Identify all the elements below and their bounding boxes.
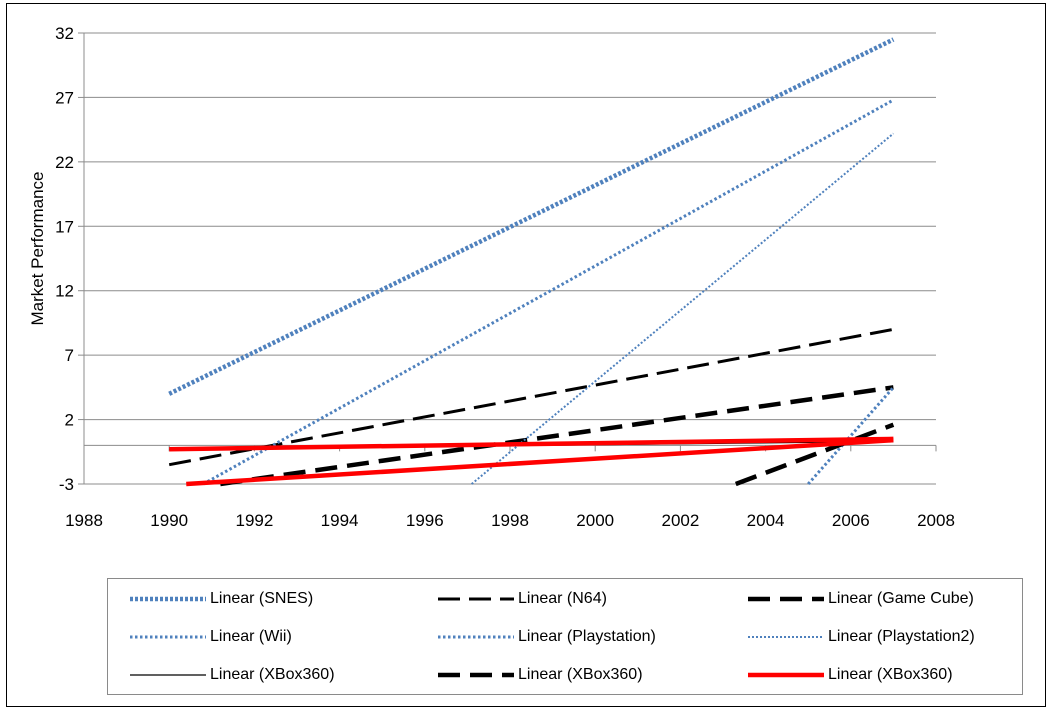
series-line-5 bbox=[471, 132, 895, 485]
legend-label: Linear (XBox360) bbox=[828, 666, 953, 683]
legend-swatch bbox=[438, 672, 514, 678]
series-line-3 bbox=[807, 386, 895, 485]
x-tick-label: 2006 bbox=[832, 511, 870, 530]
x-tick-label: 2002 bbox=[661, 511, 699, 530]
x-tick-label: 1998 bbox=[491, 511, 529, 530]
x-tick-label: 1992 bbox=[235, 511, 273, 530]
series-line-0 bbox=[168, 37, 895, 396]
legend-swatch bbox=[748, 636, 824, 638]
x-tick-label: 2000 bbox=[576, 511, 614, 530]
legend: Linear (SNES) Linear (N64) Linear (Game Cu… bbox=[107, 578, 1023, 695]
y-tick-label: 7 bbox=[65, 346, 74, 365]
series-line-2 bbox=[220, 385, 894, 487]
legend-swatch bbox=[130, 596, 206, 602]
y-axis-title: Market Performance bbox=[28, 172, 47, 326]
legend-swatch bbox=[130, 674, 206, 676]
legend-label: Linear (XBox360) bbox=[518, 666, 643, 683]
x-tick-label: 2008 bbox=[917, 511, 955, 530]
legend-label: Linear (Wii) bbox=[210, 628, 292, 645]
legend-swatch bbox=[438, 597, 514, 601]
y-tick-label: 32 bbox=[55, 24, 74, 43]
legend-item: Linear (Wii) bbox=[130, 624, 292, 650]
series-line-8 bbox=[169, 436, 894, 452]
y-tick-label: 22 bbox=[55, 153, 74, 172]
chart-frame: -3 2 7 12 17 22 27 32 1988 1990 1992 1994 1996 1998 20… bbox=[6, 3, 1046, 707]
y-tick-label: -3 bbox=[59, 475, 74, 494]
legend-label: Linear (XBox360) bbox=[210, 666, 335, 683]
legend-swatch bbox=[748, 596, 824, 602]
legend-label: Linear (Game Cube) bbox=[828, 590, 974, 607]
legend-label: Linear (Playstation) bbox=[518, 628, 656, 645]
y-tick-label: 27 bbox=[55, 88, 74, 107]
legend-item: Linear (Playstation) bbox=[438, 624, 656, 650]
series-lines bbox=[168, 37, 895, 487]
x-tick-label: 1988 bbox=[65, 511, 103, 530]
legend-label: Linear (N64) bbox=[518, 590, 607, 607]
legend-swatch bbox=[130, 635, 206, 639]
legend-swatch bbox=[748, 672, 824, 678]
legend-label: Linear (SNES) bbox=[210, 590, 314, 607]
legend-label: Linear (Playstation2) bbox=[828, 628, 975, 645]
legend-item: Linear (SNES) bbox=[130, 586, 313, 612]
legend-item: Linear (XBox360) bbox=[438, 662, 643, 688]
x-tick-label: 1996 bbox=[406, 511, 444, 530]
gridlines bbox=[84, 32, 936, 485]
x-tick-label: 2004 bbox=[747, 511, 785, 530]
y-tick-label: 17 bbox=[55, 217, 74, 236]
legend-item: Linear (Game Cube) bbox=[748, 586, 974, 612]
series-line-4 bbox=[202, 98, 895, 486]
legend-item: Linear (XBox360) bbox=[748, 662, 953, 688]
x-tick-label: 1990 bbox=[150, 511, 188, 530]
y-tick-label: 12 bbox=[55, 282, 74, 301]
x-tick-label: 1994 bbox=[321, 511, 359, 530]
axes bbox=[78, 32, 937, 485]
y-tick-label: 2 bbox=[65, 411, 74, 430]
legend-item: Linear (XBox360) bbox=[130, 662, 335, 688]
series-line-7 bbox=[734, 422, 895, 487]
legend-swatch bbox=[438, 635, 514, 639]
legend-item: Linear (N64) bbox=[438, 586, 607, 612]
series-line-9 bbox=[186, 437, 894, 487]
legend-item: Linear (Playstation2) bbox=[748, 624, 975, 650]
